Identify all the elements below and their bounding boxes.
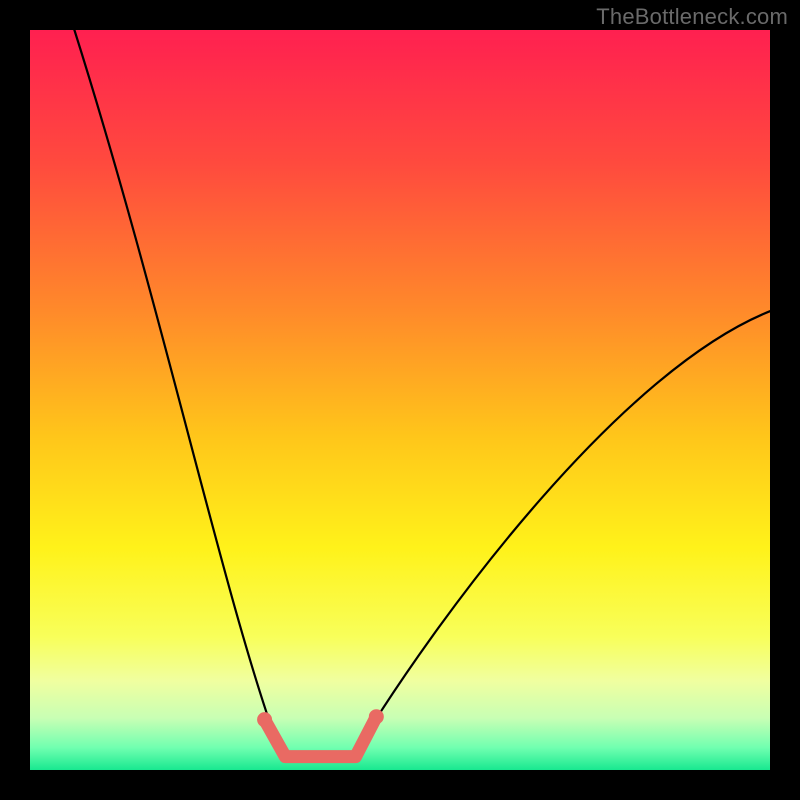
chart-stage: TheBottleneck.com	[0, 0, 800, 800]
chart-svg	[0, 0, 800, 800]
minimum-marker-left-dot	[257, 712, 272, 727]
watermark-text: TheBottleneck.com	[596, 4, 788, 30]
plot-background	[30, 30, 770, 770]
minimum-marker-right-dot	[369, 709, 384, 724]
